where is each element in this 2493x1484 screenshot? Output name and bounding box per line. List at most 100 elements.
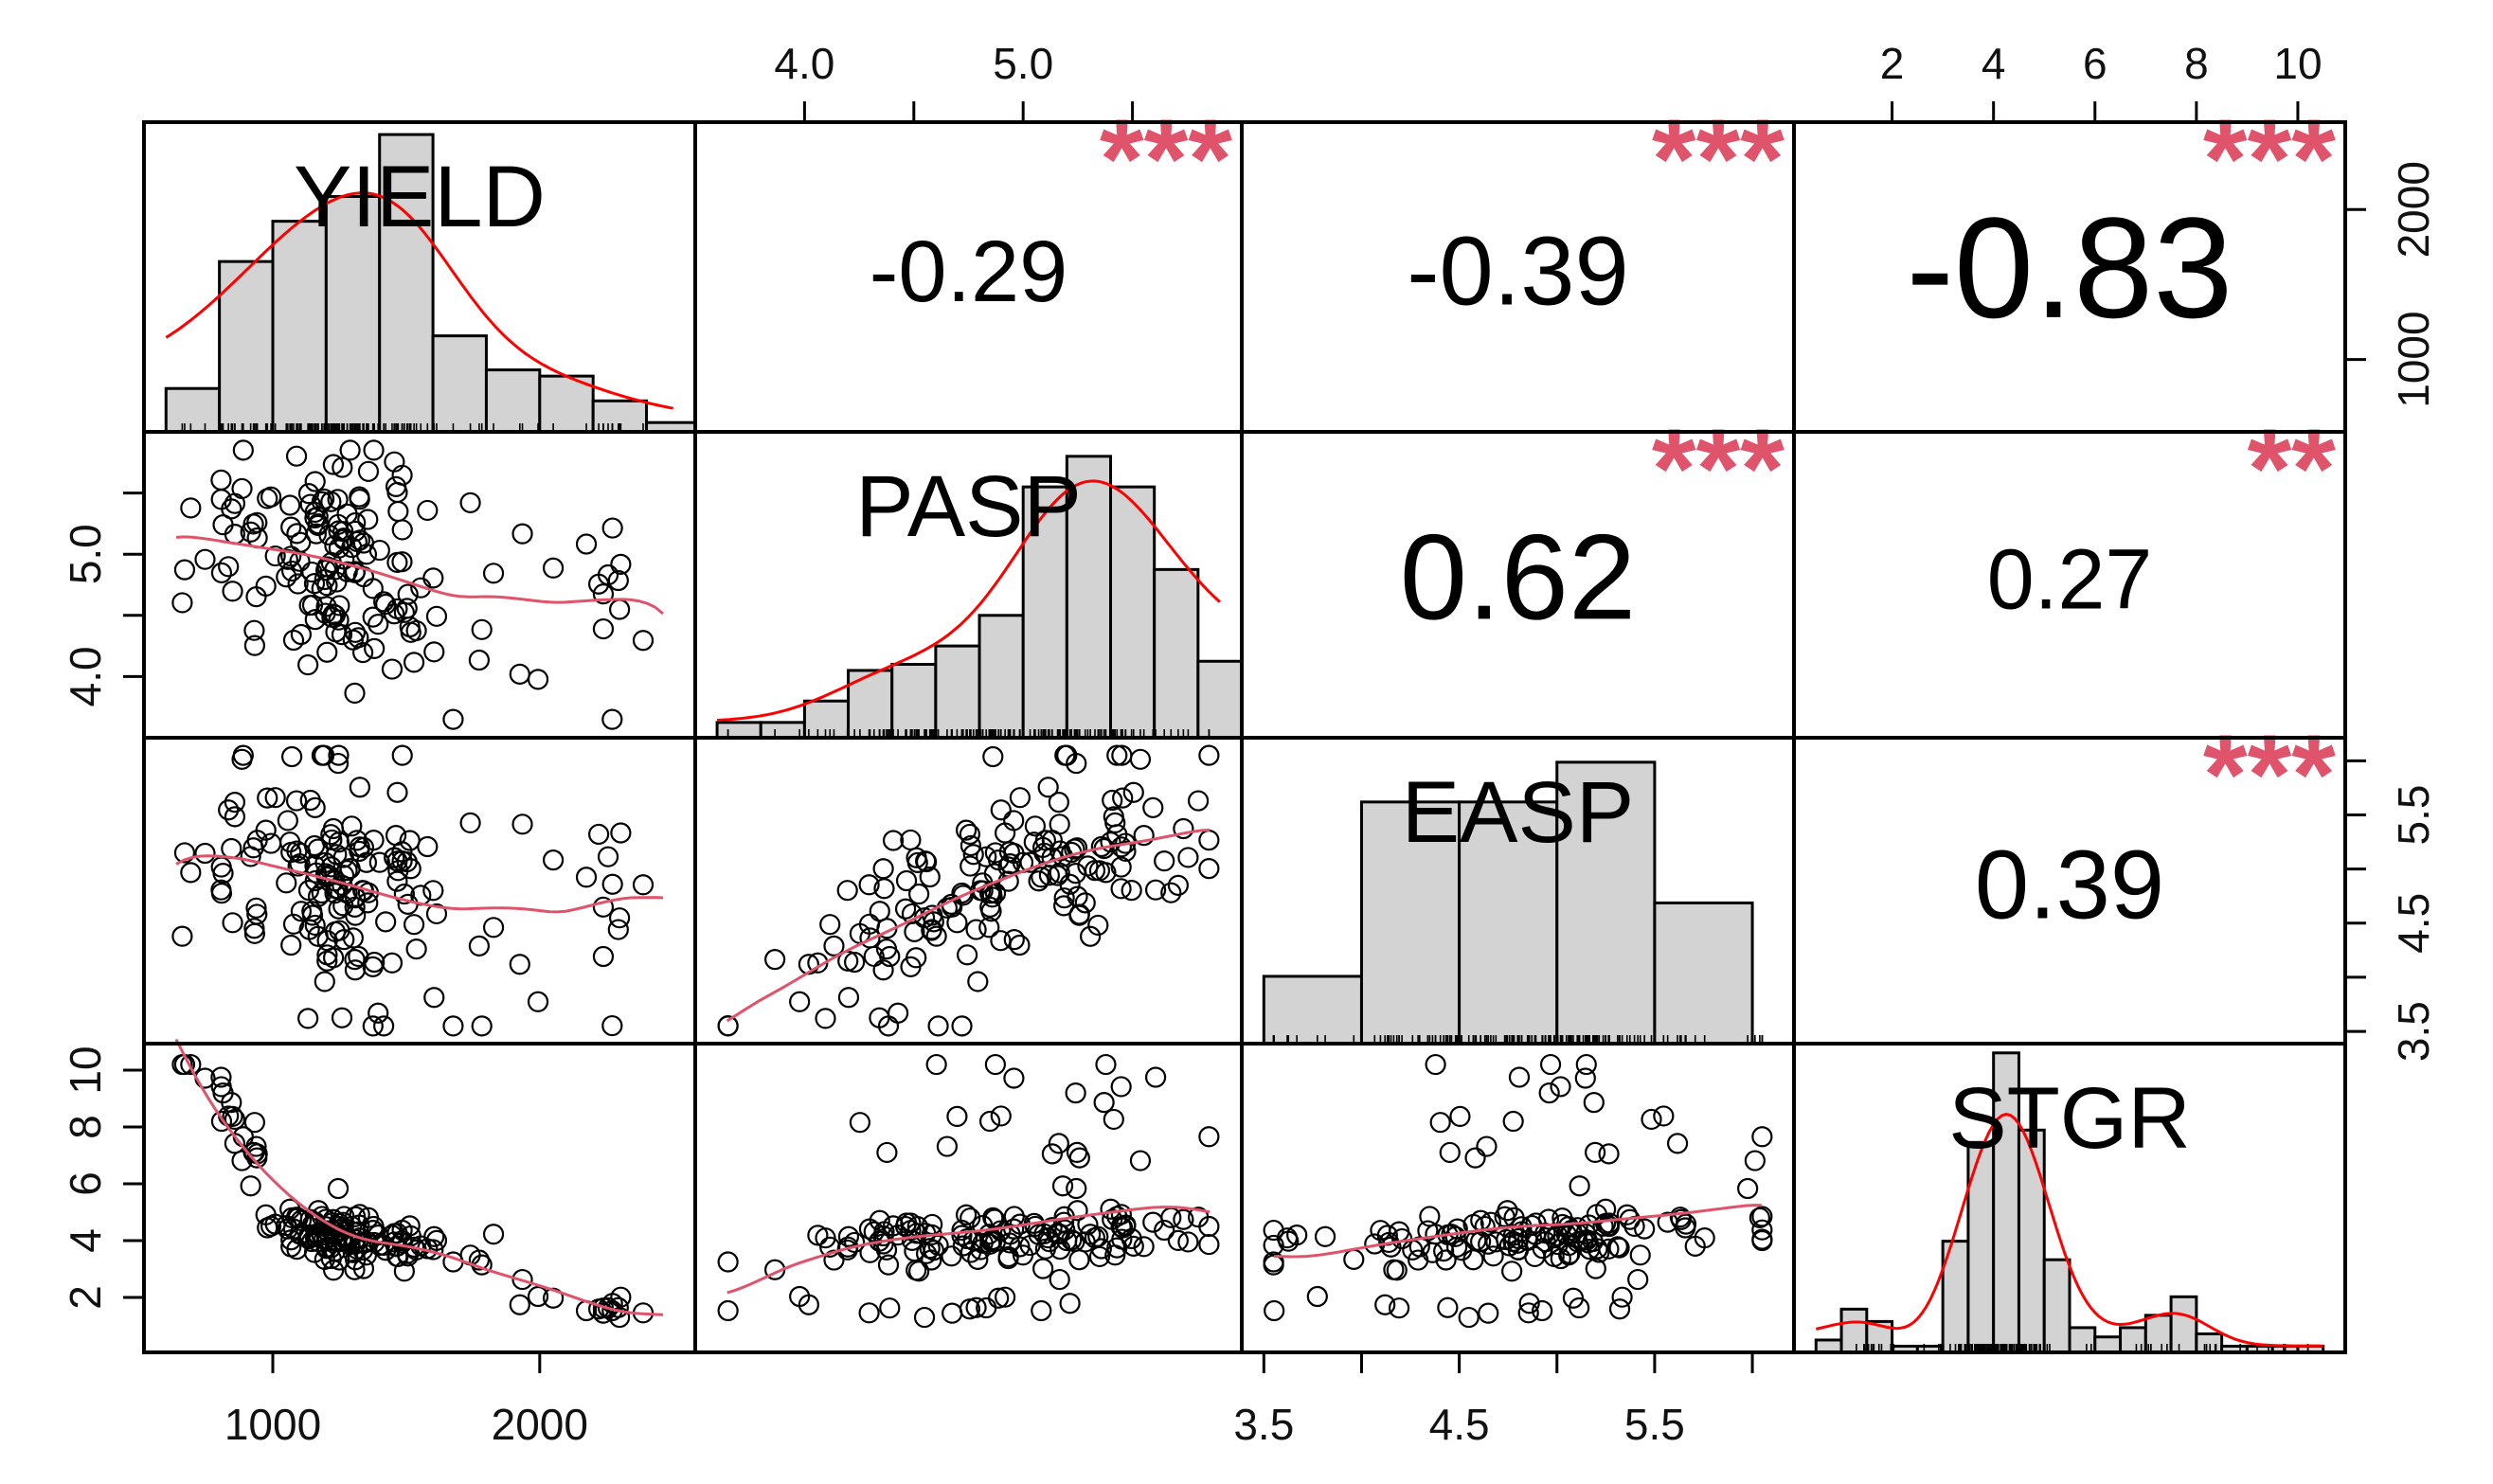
- data-point: [1498, 1235, 1520, 1257]
- data-point: [1476, 1135, 1498, 1157]
- data-point: [976, 1296, 997, 1319]
- data-point: [221, 498, 242, 520]
- data-point: [1751, 1229, 1773, 1252]
- data-point: [1110, 1204, 1132, 1225]
- data-point: [327, 752, 350, 775]
- data-point: [1066, 1141, 1088, 1163]
- data-point: [1383, 1259, 1405, 1280]
- data-point: [1053, 887, 1075, 909]
- data-point: [837, 987, 860, 1009]
- axis-tick-label: 2000: [2389, 161, 2438, 258]
- axis-tick-label: 8: [61, 1115, 110, 1139]
- data-point: [345, 1206, 367, 1227]
- data-point: [1024, 815, 1047, 837]
- data-point: [1095, 862, 1117, 884]
- data-point: [386, 870, 408, 892]
- hist-bar-pasp: [715, 721, 762, 740]
- data-point: [913, 1306, 936, 1329]
- data-point: [1009, 934, 1031, 957]
- hist-bar-yield: [164, 386, 222, 434]
- data-point: [1198, 830, 1220, 851]
- hist-bar-yield: [484, 368, 542, 434]
- data-point: [1037, 777, 1059, 798]
- data-point: [1066, 752, 1087, 775]
- data-point: [297, 653, 319, 676]
- hist-bar-stgr: [2195, 1332, 2224, 1354]
- data-point: [1177, 1231, 1199, 1253]
- data-point: [459, 812, 481, 834]
- curve-layer: [165, 191, 2323, 1348]
- data-point: [1173, 817, 1194, 840]
- data-point: [1067, 1200, 1088, 1222]
- panel-frames: [142, 120, 2347, 1354]
- panel-easp-pasp: [693, 736, 1244, 1046]
- hist-bar-stgr: [2169, 1295, 2198, 1354]
- data-point: [386, 781, 408, 803]
- hist-bar-pasp: [1065, 455, 1113, 740]
- data-point: [979, 896, 1001, 918]
- axis-tick-label: 4: [61, 1228, 110, 1253]
- data-point: [997, 1247, 1019, 1270]
- data-point: [592, 1302, 615, 1324]
- data-point: [1048, 1133, 1069, 1154]
- significance-stars: ***: [2203, 711, 2336, 838]
- data-point: [231, 477, 253, 500]
- data-point: [1059, 1293, 1081, 1314]
- data-point: [243, 619, 265, 641]
- hist-bar-easp: [1555, 760, 1657, 1046]
- data-point: [1675, 1213, 1697, 1235]
- data-point: [1144, 879, 1167, 901]
- correlation-value: 0.27: [1987, 533, 2153, 628]
- data-point: [1598, 1143, 1620, 1165]
- data-point: [357, 460, 380, 482]
- data-point: [331, 624, 353, 646]
- data-point: [221, 837, 242, 860]
- axis-tick-label: 1000: [224, 1400, 321, 1449]
- data-point: [601, 1014, 623, 1037]
- data-point: [425, 903, 448, 925]
- data-point: [976, 846, 997, 867]
- data-point: [1606, 1236, 1628, 1258]
- data-point: [344, 621, 367, 643]
- data-point: [597, 1296, 619, 1319]
- data-point: [1737, 1177, 1759, 1200]
- smooth-line: [726, 1206, 1211, 1295]
- data-point: [285, 790, 308, 812]
- data-point: [245, 897, 267, 919]
- data-point: [511, 1268, 533, 1291]
- data-point: [298, 595, 320, 617]
- data-point: [875, 939, 898, 960]
- data-point: [1093, 1092, 1115, 1114]
- data-point: [242, 837, 264, 859]
- data-point: [286, 1239, 308, 1261]
- data-point: [417, 499, 439, 522]
- data-point: [224, 806, 246, 828]
- panel-easp-yield: [142, 736, 697, 1046]
- data-point: [1653, 1105, 1675, 1127]
- data-point: [1121, 1227, 1142, 1250]
- data-point: [393, 883, 415, 905]
- data-point: [332, 456, 353, 478]
- data-point: [1110, 856, 1132, 878]
- panel-stgr-stgr: [1792, 1042, 2347, 1354]
- data-point: [1122, 1235, 1144, 1257]
- data-point: [1634, 1218, 1656, 1240]
- axis-tick-label: 3.5: [2389, 1001, 2438, 1062]
- data-point: [923, 911, 944, 933]
- data-point: [1480, 1211, 1501, 1233]
- axis-tick-label: 10: [2273, 39, 2322, 88]
- data-point: [999, 1224, 1021, 1245]
- axis-tick-label: 6: [2083, 39, 2107, 88]
- data-point: [328, 744, 350, 766]
- axis-tick-label: 5.0: [61, 524, 110, 584]
- data-point: [789, 1285, 811, 1308]
- data-point: [915, 850, 938, 873]
- data-point: [1569, 1175, 1590, 1197]
- data-point: [1160, 882, 1182, 903]
- data-point: [381, 952, 404, 974]
- data-point: [1067, 885, 1088, 907]
- data-point: [210, 562, 233, 583]
- data-point: [307, 838, 329, 860]
- data-point: [345, 1249, 367, 1271]
